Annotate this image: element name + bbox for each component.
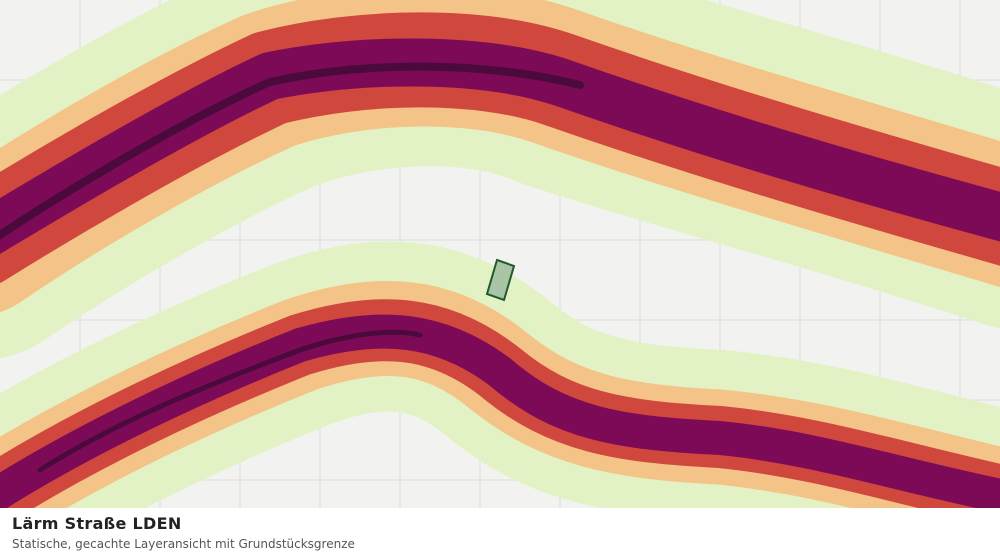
map-subtitle: Statische, gecachte Layeransicht mit Gru…: [12, 537, 355, 551]
noise-band-lower: [0, 241, 1000, 508]
parcel-boundary: [485, 258, 516, 302]
caption: Lärm Straße LDEN Statische, gecachte Lay…: [0, 508, 1000, 560]
noise-band-upper: [0, 0, 1000, 358]
map-title: Lärm Straße LDEN: [12, 514, 182, 533]
noise-map: [0, 0, 1000, 508]
